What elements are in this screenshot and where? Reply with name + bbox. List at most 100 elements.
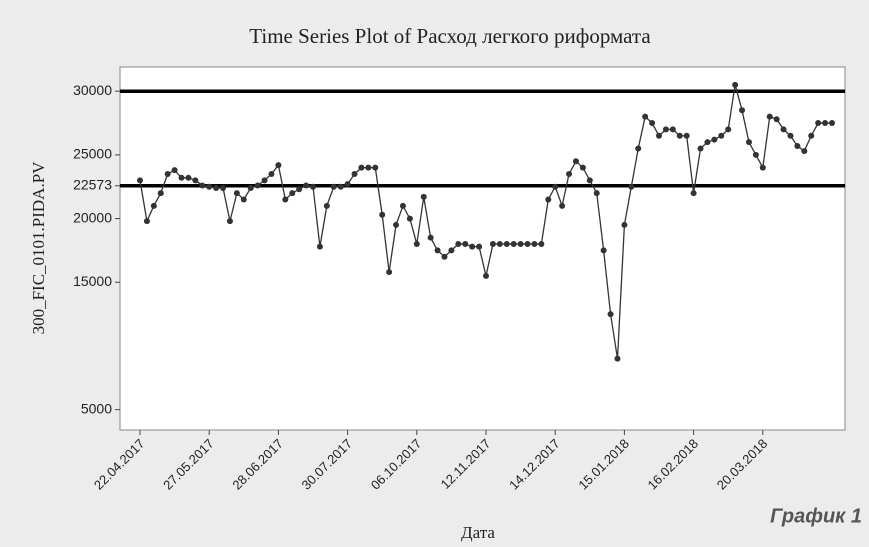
marker: [780, 126, 787, 133]
y-axis-label: 300_FIC_0101.PIDA.PV: [29, 161, 48, 335]
y-tick-label: 15000: [73, 273, 112, 289]
marker: [489, 241, 496, 248]
marker: [510, 241, 517, 248]
marker: [503, 241, 510, 248]
marker: [365, 164, 372, 171]
marker: [213, 185, 220, 191]
y-tick-label: 20000: [73, 209, 112, 225]
marker: [337, 183, 344, 190]
marker: [199, 182, 206, 189]
marker: [697, 145, 704, 152]
marker: [676, 132, 683, 139]
marker: [739, 107, 746, 114]
marker: [455, 241, 462, 248]
marker: [732, 81, 739, 88]
marker: [614, 355, 621, 362]
marker: [662, 126, 669, 133]
marker: [566, 170, 573, 177]
marker: [427, 234, 434, 241]
marker: [240, 196, 247, 203]
marker: [220, 185, 227, 191]
chart-title: Time Series Plot of Расход легкого рифор…: [249, 24, 651, 48]
marker: [483, 272, 489, 279]
marker: [586, 177, 593, 184]
marker: [323, 202, 330, 209]
marker: [275, 162, 282, 169]
marker: [420, 193, 427, 200]
marker: [379, 211, 386, 218]
marker: [635, 145, 642, 152]
marker: [137, 177, 143, 184]
marker: [787, 132, 794, 139]
marker: [476, 243, 483, 250]
marker: [642, 113, 649, 120]
marker: [801, 148, 808, 155]
marker: [310, 183, 316, 190]
marker: [593, 190, 600, 197]
marker: [185, 174, 192, 181]
marker: [157, 190, 164, 197]
marker: [524, 241, 531, 248]
marker: [572, 158, 579, 165]
marker: [628, 183, 635, 190]
marker: [621, 221, 628, 228]
marker: [206, 183, 213, 190]
marker: [434, 247, 441, 254]
marker: [773, 116, 780, 123]
marker: [517, 241, 524, 248]
marker: [164, 170, 171, 177]
marker: [462, 241, 469, 248]
marker: [289, 190, 296, 197]
marker: [745, 139, 752, 146]
marker: [531, 241, 538, 248]
marker: [496, 241, 503, 248]
marker: [386, 269, 393, 276]
marker: [815, 120, 822, 127]
marker: [441, 253, 448, 260]
marker: [579, 164, 586, 171]
marker: [656, 132, 662, 139]
marker: [282, 196, 289, 203]
annotation: График 1: [770, 505, 862, 527]
marker: [351, 170, 358, 177]
marker: [607, 311, 614, 318]
marker: [718, 132, 725, 139]
marker: [725, 126, 732, 133]
marker: [794, 142, 801, 149]
marker: [171, 167, 178, 174]
marker: [226, 218, 233, 225]
marker: [829, 120, 835, 127]
marker: [669, 126, 676, 133]
marker: [143, 218, 150, 225]
marker: [752, 151, 759, 158]
marker: [393, 221, 400, 228]
marker: [711, 136, 718, 143]
marker: [552, 183, 559, 190]
marker: [683, 132, 690, 139]
marker: [233, 190, 240, 197]
marker: [316, 243, 323, 250]
marker: [178, 174, 185, 181]
marker: [808, 132, 815, 139]
marker: [413, 241, 420, 248]
marker: [448, 247, 455, 254]
marker: [358, 164, 365, 171]
marker: [822, 120, 829, 127]
marker: [545, 196, 552, 203]
marker: [296, 186, 303, 193]
x-axis-label: Дата: [461, 523, 495, 542]
marker: [268, 170, 275, 177]
marker: [649, 120, 656, 127]
marker: [704, 139, 711, 146]
marker: [559, 202, 566, 209]
marker: [344, 181, 351, 188]
marker: [247, 185, 254, 191]
marker: [469, 243, 476, 250]
y-tick-label: 25000: [73, 146, 112, 162]
marker: [399, 202, 406, 209]
marker: [150, 202, 157, 209]
marker: [261, 177, 268, 184]
marker: [766, 113, 773, 120]
marker: [600, 247, 607, 254]
